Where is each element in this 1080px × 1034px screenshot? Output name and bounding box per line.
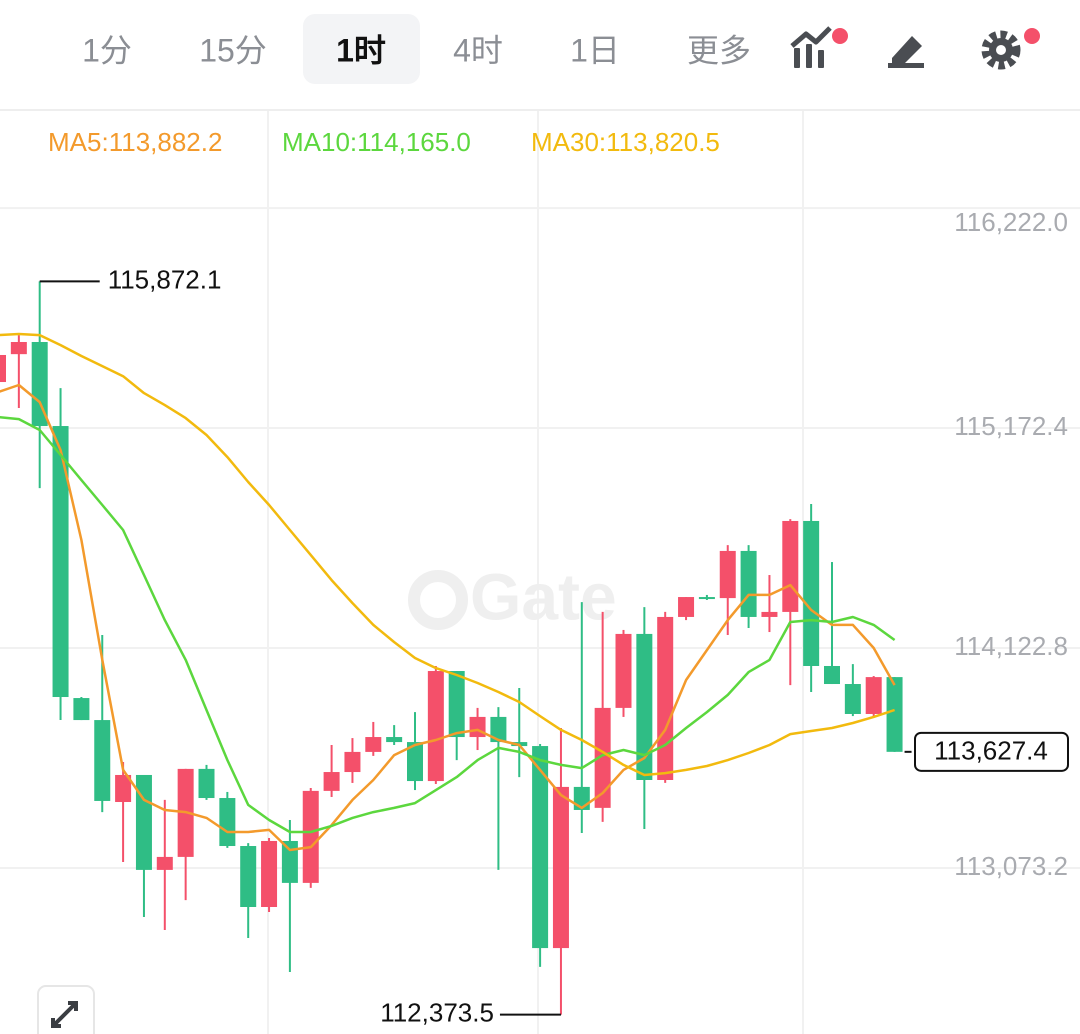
candle-body [719,550,736,599]
candle-body [761,611,778,617]
legend-entry: MA30:113,820.5 [531,127,720,157]
watermark: Gate [408,559,617,633]
candle-body [427,671,444,782]
candle-body [865,677,882,714]
legend-name: MA30 [531,127,599,157]
plot-area [0,281,903,1015]
candle-body [657,616,674,780]
legend-entry: MA5:113,882.2 [48,127,222,157]
candle-body [94,720,111,801]
candle-body [219,798,236,847]
candle-body [344,751,361,773]
timeframe-tabs: 1分 15分 1时 4时 1日 更多 [82,14,751,84]
candle-body [52,426,69,698]
tab[interactable]: 1分 [82,32,132,68]
annotations: 115,872.1 112,373.5 113,627.4 [39,264,1069,1027]
candle-body [448,671,465,738]
max-label: 115,872.1 [108,264,222,294]
candle-body [302,790,319,883]
candle-body [532,746,549,949]
ma-line [0,332,895,777]
candle-body [636,633,653,780]
y-tick-label: 113,073.2 [954,851,1068,881]
candle-body [782,520,799,612]
legend-separator: : [599,127,606,157]
watermark-text: Gate [470,559,617,633]
candle-body [31,341,48,427]
candle-body [698,597,715,600]
ma-line [0,415,896,834]
candle-body [198,768,215,799]
candle-body [10,341,27,355]
ma-line [0,383,896,852]
legend-separator: : [101,127,108,157]
candle-body [323,772,340,791]
expand-icon[interactable] [37,985,95,1034]
min-label: 112,373.5 [380,997,494,1027]
last-price-label: 113,627.4 [934,736,1048,766]
candle-body [386,737,403,743]
candle-body [678,597,695,617]
legend-value: 113,882.2 [109,127,223,157]
tab[interactable]: 4时 [453,32,503,68]
candle-body [73,698,90,721]
candle-body [740,550,757,617]
candle-body [115,774,132,803]
candle-body [844,684,861,714]
candle-body [0,354,6,383]
tab[interactable]: 更多 [687,32,751,68]
y-tick-label: 115,172.4 [954,411,1068,441]
legend-entry: MA10:114,165.0 [282,127,471,157]
settings-icon[interactable] [981,28,1040,70]
legend-separator: : [350,127,357,157]
legend-value: 114,165.0 [357,127,471,157]
tab[interactable]: 1时 [336,32,386,68]
legend-name: MA5 [48,127,101,157]
candle-body [281,840,298,883]
tab[interactable]: 15分 [199,32,267,68]
grid: 116,222.0 115,172.4 114,122.8 113,073.2 [0,207,1080,881]
candle-body [365,737,382,752]
legend-value: 113,820.5 [606,127,720,157]
tab[interactable]: 1日 [570,32,620,68]
y-tick-label: 114,122.8 [954,631,1068,661]
candle-body [886,677,903,752]
candle-body [407,742,423,782]
candle-body [594,707,611,808]
indicator-icon[interactable] [790,26,848,68]
candle-body [261,840,278,907]
candle-body [803,520,820,666]
candle-body [615,633,632,708]
active-tab-background [303,14,420,84]
legend-name: MA10 [282,127,350,157]
candle-body [824,665,840,685]
candle-body [490,716,507,743]
candle-body [240,846,257,907]
candle-body [135,774,152,870]
draw-icon[interactable] [888,36,924,68]
y-tick-label: 116,222.0 [954,207,1068,237]
candle-body [156,856,173,870]
candle-body [469,716,486,738]
candle-body [552,786,569,949]
legend: MA5:113,882.2 MA10:114,165.0 MA30:113,820.… [48,127,720,157]
last-price-box [914,731,1069,772]
